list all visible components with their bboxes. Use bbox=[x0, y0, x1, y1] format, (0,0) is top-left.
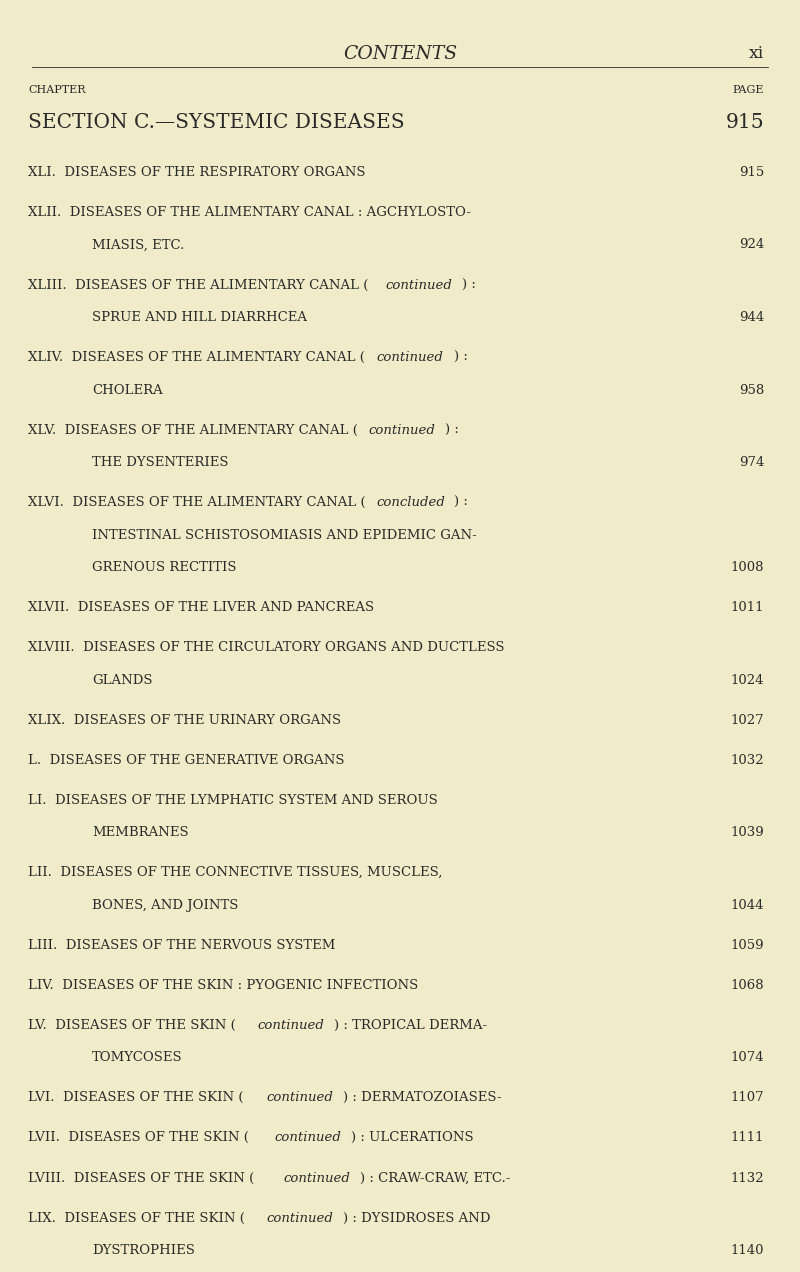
Text: 1011: 1011 bbox=[730, 600, 764, 614]
Text: INTESTINAL SCHISTOSOMIASIS AND EPIDEMIC GAN-: INTESTINAL SCHISTOSOMIASIS AND EPIDEMIC … bbox=[92, 528, 477, 542]
Text: XLIII.  DISEASES OF THE ALIMENTARY CANAL (: XLIII. DISEASES OF THE ALIMENTARY CANAL … bbox=[28, 279, 368, 291]
Text: DYSTROPHIES: DYSTROPHIES bbox=[92, 1244, 195, 1257]
Text: XLV.  DISEASES OF THE ALIMENTARY CANAL (: XLV. DISEASES OF THE ALIMENTARY CANAL ( bbox=[28, 424, 358, 436]
Text: continued: continued bbox=[266, 1211, 333, 1225]
Text: LVI.  DISEASES OF THE SKIN (: LVI. DISEASES OF THE SKIN ( bbox=[28, 1091, 243, 1104]
Text: continued: continued bbox=[283, 1172, 350, 1184]
Text: 974: 974 bbox=[738, 455, 764, 469]
Text: XLIX.  DISEASES OF THE URINARY ORGANS: XLIX. DISEASES OF THE URINARY ORGANS bbox=[28, 714, 341, 726]
Text: xi: xi bbox=[749, 45, 764, 61]
Text: ) : TROPICAL DERMA-: ) : TROPICAL DERMA- bbox=[334, 1019, 487, 1032]
Text: MIASIS, ETC.: MIASIS, ETC. bbox=[92, 239, 184, 252]
Text: continued: continued bbox=[369, 424, 435, 436]
Text: PAGE: PAGE bbox=[733, 85, 764, 95]
Text: 1059: 1059 bbox=[730, 939, 764, 951]
Text: LIV.  DISEASES OF THE SKIN : PYOGENIC INFECTIONS: LIV. DISEASES OF THE SKIN : PYOGENIC INF… bbox=[28, 978, 418, 992]
Text: BONES, AND JOINTS: BONES, AND JOINTS bbox=[92, 898, 238, 912]
Text: LIII.  DISEASES OF THE NERVOUS SYSTEM: LIII. DISEASES OF THE NERVOUS SYSTEM bbox=[28, 939, 335, 951]
Text: continued: continued bbox=[266, 1091, 333, 1104]
Text: XLI.  DISEASES OF THE RESPIRATORY ORGANS: XLI. DISEASES OF THE RESPIRATORY ORGANS bbox=[28, 167, 366, 179]
Text: concluded: concluded bbox=[377, 496, 446, 509]
Text: XLIV.  DISEASES OF THE ALIMENTARY CANAL (: XLIV. DISEASES OF THE ALIMENTARY CANAL ( bbox=[28, 351, 365, 364]
Text: 1132: 1132 bbox=[730, 1172, 764, 1184]
Text: LII.  DISEASES OF THE CONNECTIVE TISSUES, MUSCLES,: LII. DISEASES OF THE CONNECTIVE TISSUES,… bbox=[28, 866, 442, 879]
Text: THE DYSENTERIES: THE DYSENTERIES bbox=[92, 455, 229, 469]
Text: L.  DISEASES OF THE GENERATIVE ORGANS: L. DISEASES OF THE GENERATIVE ORGANS bbox=[28, 753, 345, 767]
Text: CHOLERA: CHOLERA bbox=[92, 383, 162, 397]
Text: CHAPTER: CHAPTER bbox=[28, 85, 86, 95]
Text: LVIII.  DISEASES OF THE SKIN (: LVIII. DISEASES OF THE SKIN ( bbox=[28, 1172, 254, 1184]
Text: ) : CRAW-CRAW, ETC.-: ) : CRAW-CRAW, ETC.- bbox=[360, 1172, 510, 1184]
Text: 958: 958 bbox=[738, 383, 764, 397]
Text: LVII.  DISEASES OF THE SKIN (: LVII. DISEASES OF THE SKIN ( bbox=[28, 1131, 249, 1145]
Text: LV.  DISEASES OF THE SKIN (: LV. DISEASES OF THE SKIN ( bbox=[28, 1019, 236, 1032]
Text: continued: continued bbox=[377, 351, 444, 364]
Text: XLII.  DISEASES OF THE ALIMENTARY CANAL : AGCHYLOSTO-: XLII. DISEASES OF THE ALIMENTARY CANAL :… bbox=[28, 206, 471, 219]
Text: 915: 915 bbox=[738, 167, 764, 179]
Text: GRENOUS RECTITIS: GRENOUS RECTITIS bbox=[92, 561, 237, 574]
Text: ) : ULCERATIONS: ) : ULCERATIONS bbox=[351, 1131, 474, 1145]
Text: XLVII.  DISEASES OF THE LIVER AND PANCREAS: XLVII. DISEASES OF THE LIVER AND PANCREA… bbox=[28, 600, 374, 614]
Text: 924: 924 bbox=[738, 239, 764, 252]
Text: TOMYCOSES: TOMYCOSES bbox=[92, 1051, 182, 1065]
Text: ) :: ) : bbox=[462, 279, 476, 291]
Text: 1024: 1024 bbox=[730, 673, 764, 687]
Text: 944: 944 bbox=[738, 310, 764, 324]
Text: SPRUE AND HILL DIARRHCEA: SPRUE AND HILL DIARRHCEA bbox=[92, 310, 307, 324]
Text: 1027: 1027 bbox=[730, 714, 764, 726]
Text: ) :: ) : bbox=[454, 496, 467, 509]
Text: 1044: 1044 bbox=[730, 898, 764, 912]
Text: LI.  DISEASES OF THE LYMPHATIC SYSTEM AND SEROUS: LI. DISEASES OF THE LYMPHATIC SYSTEM AND… bbox=[28, 794, 438, 806]
Text: continued: continued bbox=[386, 279, 452, 291]
Text: LIX.  DISEASES OF THE SKIN (: LIX. DISEASES OF THE SKIN ( bbox=[28, 1211, 245, 1225]
Text: continued: continued bbox=[275, 1131, 342, 1145]
Text: ) :: ) : bbox=[445, 424, 459, 436]
Text: MEMBRANES: MEMBRANES bbox=[92, 826, 189, 840]
Text: XLVIII.  DISEASES OF THE CIRCULATORY ORGANS AND DUCTLESS: XLVIII. DISEASES OF THE CIRCULATORY ORGA… bbox=[28, 641, 505, 654]
Text: SECTION C.—SYSTEMIC DISEASES: SECTION C.—SYSTEMIC DISEASES bbox=[28, 113, 405, 132]
Text: XLVI.  DISEASES OF THE ALIMENTARY CANAL (: XLVI. DISEASES OF THE ALIMENTARY CANAL ( bbox=[28, 496, 366, 509]
Text: 1111: 1111 bbox=[730, 1131, 764, 1145]
Text: 1140: 1140 bbox=[730, 1244, 764, 1257]
Text: ) : DYSIDROSES AND: ) : DYSIDROSES AND bbox=[343, 1211, 490, 1225]
Text: GLANDS: GLANDS bbox=[92, 673, 153, 687]
Text: 1032: 1032 bbox=[730, 753, 764, 767]
Text: 1068: 1068 bbox=[730, 978, 764, 992]
Text: 915: 915 bbox=[726, 113, 764, 132]
Text: 1008: 1008 bbox=[730, 561, 764, 574]
Text: CONTENTS: CONTENTS bbox=[343, 45, 457, 62]
Text: ) : DERMATOZOIASES-: ) : DERMATOZOIASES- bbox=[343, 1091, 502, 1104]
Text: 1074: 1074 bbox=[730, 1051, 764, 1065]
Text: 1107: 1107 bbox=[730, 1091, 764, 1104]
Text: continued: continued bbox=[258, 1019, 325, 1032]
Text: 1039: 1039 bbox=[730, 826, 764, 840]
Text: ) :: ) : bbox=[454, 351, 467, 364]
